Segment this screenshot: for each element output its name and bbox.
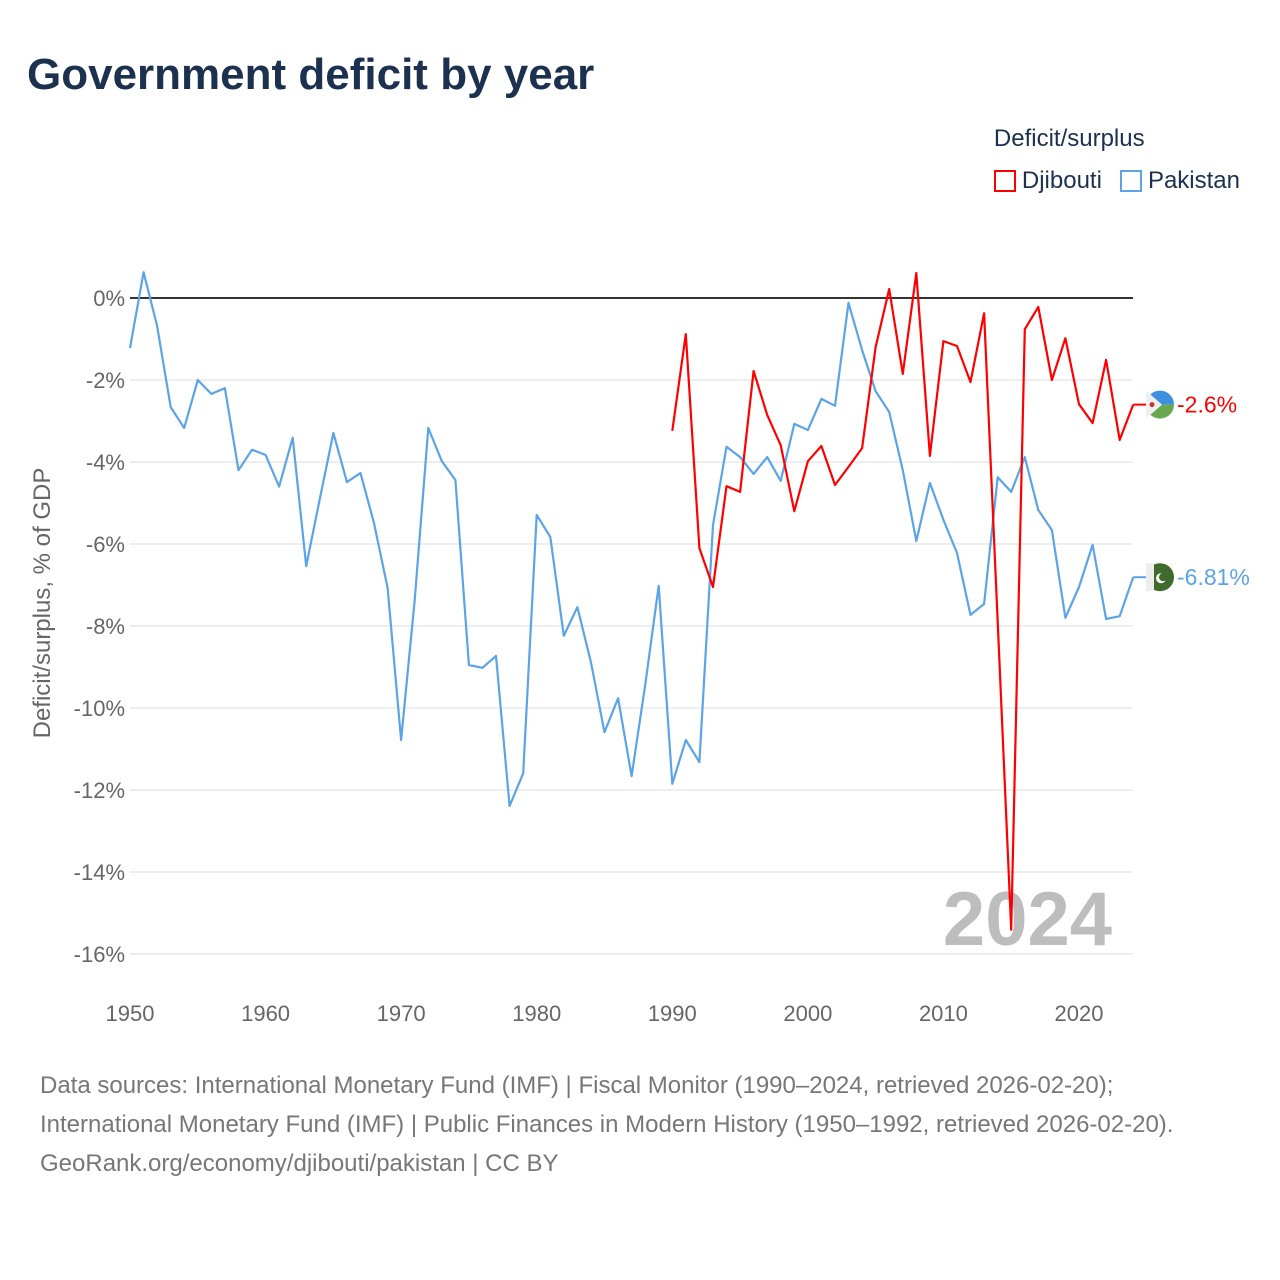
djibouti-flag-icon xyxy=(1146,390,1174,419)
end-markers: -6.81% -2.6% xyxy=(1133,390,1250,592)
y-tick-label: -4% xyxy=(86,450,125,475)
footer: Data sources: International Monetary Fun… xyxy=(40,1066,1240,1183)
chart-title: Government deficit by year xyxy=(27,50,595,99)
source-link[interactable]: GeoRank.org/economy/djibouti/pakistan | … xyxy=(40,1150,559,1177)
end-value-label: -2.6% xyxy=(1177,392,1237,418)
series-lines xyxy=(128,271,1135,931)
x-tick-label: 2010 xyxy=(919,1001,968,1026)
series-line-djibouti[interactable] xyxy=(671,271,1135,931)
y-axis-ticks: 0% -2% -4% -6% -8% -10% -12% -14% -16% xyxy=(74,286,125,967)
legend-swatch-djibouti xyxy=(993,170,1016,192)
legend-label-pakistan: Pakistan xyxy=(1147,167,1240,194)
legend: Deficit/surplus Djibouti Pakistan xyxy=(993,125,1240,195)
line-chart: 0%-2%-4%-6%-8%-10%-12%-14%-16% 1950 1960 1… xyxy=(29,271,1250,1026)
x-tick-label: 1950 xyxy=(106,1001,155,1026)
y-tick-label: -14% xyxy=(74,860,125,885)
y-tick-label: -12% xyxy=(74,778,125,803)
legend-item-pakistan[interactable]: Pakistan xyxy=(1119,167,1240,195)
x-tick-label: 1980 xyxy=(512,1001,561,1026)
legend-item-djibouti[interactable]: Djibouti xyxy=(993,167,1102,195)
legend-label-djibouti: Djibouti xyxy=(1021,167,1102,194)
x-tick-label: 2020 xyxy=(1055,1001,1104,1026)
series-line-pakistan[interactable] xyxy=(128,271,1135,808)
y-tick-label: -10% xyxy=(74,696,125,721)
pakistan-flag-icon xyxy=(1146,563,1174,592)
x-tick-label: 1970 xyxy=(377,1001,426,1026)
y-tick-label: -8% xyxy=(86,614,125,639)
y-tick-label: -16% xyxy=(74,942,125,967)
x-axis-ticks: 1950 1960 1970 1980 1990 2000 2010 2020 xyxy=(106,1001,1104,1026)
y-axis-label: Deficit/surplus, % of GDP xyxy=(29,468,56,739)
gridlines xyxy=(130,297,1133,955)
data-sources: Data sources: International Monetary Fun… xyxy=(40,1072,1174,1138)
legend-title: Deficit/surplus xyxy=(993,125,1145,152)
x-tick-label: 1960 xyxy=(241,1001,290,1026)
x-tick-label: 2000 xyxy=(783,1001,832,1026)
y-tick-label: -6% xyxy=(86,532,125,557)
x-tick-label: 1990 xyxy=(648,1001,697,1026)
year-watermark: 2024 xyxy=(943,877,1112,962)
y-tick-label: 0% xyxy=(93,286,125,311)
legend-swatch-pakistan xyxy=(1119,170,1142,192)
y-tick-label: -2% xyxy=(86,368,125,393)
end-value-label: -6.81% xyxy=(1177,564,1250,590)
